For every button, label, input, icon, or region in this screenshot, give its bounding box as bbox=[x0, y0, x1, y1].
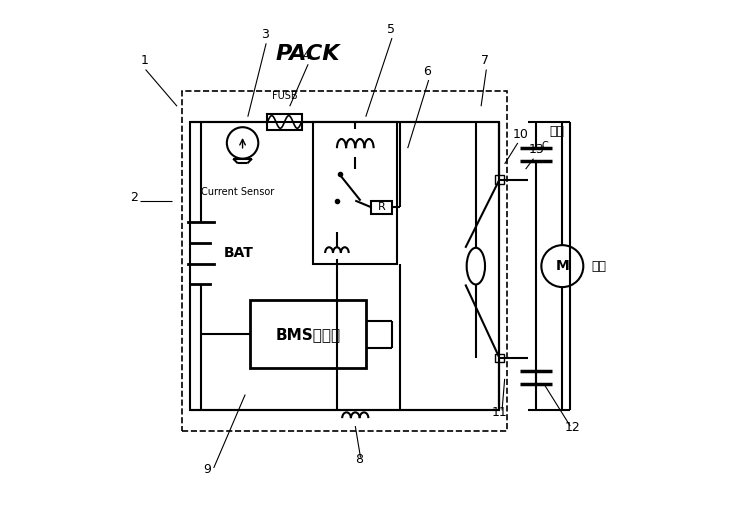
Text: Current Sensor: Current Sensor bbox=[200, 188, 274, 198]
Text: PACK: PACK bbox=[276, 44, 341, 64]
Text: C: C bbox=[542, 141, 548, 151]
Text: R: R bbox=[378, 202, 385, 212]
Bar bbox=[183, 91, 508, 431]
Bar bbox=[495, 175, 504, 184]
Text: 4: 4 bbox=[303, 49, 311, 62]
Bar bbox=[267, 114, 301, 130]
Text: 电机: 电机 bbox=[591, 260, 606, 272]
Text: 3: 3 bbox=[261, 28, 269, 41]
Text: BAT: BAT bbox=[224, 246, 254, 260]
Text: 13: 13 bbox=[528, 143, 544, 157]
Bar bbox=[190, 122, 499, 411]
Text: 7: 7 bbox=[481, 54, 489, 67]
Text: 电容: 电容 bbox=[549, 125, 564, 138]
Bar bbox=[251, 300, 366, 368]
Bar bbox=[495, 354, 504, 362]
Text: FUSB: FUSB bbox=[272, 91, 298, 101]
Text: M: M bbox=[556, 259, 569, 273]
Text: 5: 5 bbox=[387, 23, 395, 36]
Text: 1: 1 bbox=[140, 54, 148, 67]
Text: 2: 2 bbox=[130, 191, 138, 203]
Text: 6: 6 bbox=[424, 65, 431, 78]
Bar bbox=[313, 122, 397, 264]
Text: 12: 12 bbox=[565, 421, 581, 434]
Text: 9: 9 bbox=[203, 463, 211, 476]
Bar bbox=[371, 201, 392, 214]
Text: 8: 8 bbox=[355, 453, 364, 466]
Text: 11: 11 bbox=[491, 405, 508, 418]
Text: BMS控制器: BMS控制器 bbox=[275, 327, 341, 342]
Text: 10: 10 bbox=[513, 128, 528, 141]
